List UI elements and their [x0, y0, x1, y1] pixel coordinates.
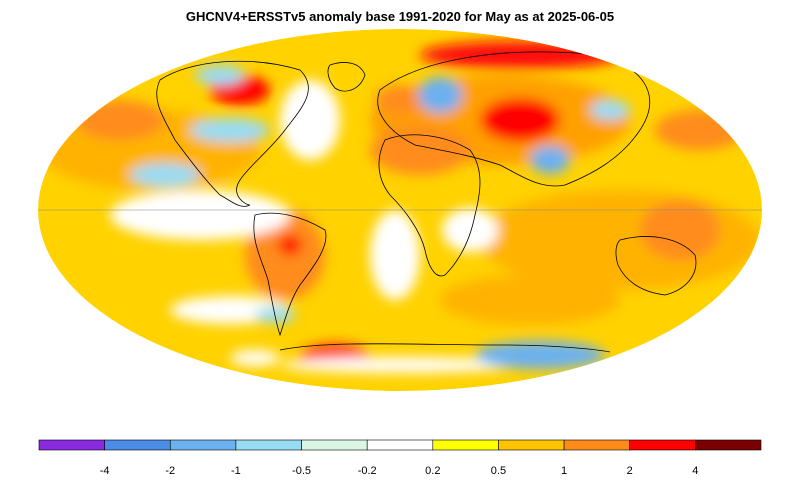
colorbar-tick-label: -2	[165, 465, 175, 477]
map-title: GHCNV4+ERSSTv5 anomaly base 1991-2020 fo…	[185, 9, 615, 24]
anomaly-patch	[370, 125, 470, 175]
colorbar-tick-label: 0.5	[491, 465, 506, 477]
colorbar-tick-label: -1	[231, 465, 241, 477]
anomaly-patch	[442, 208, 498, 252]
colorbar-bin	[432, 439, 499, 451]
colorbar-tick-labels: -4 -2 -1 -0.5 -0.2 0.2 0.5 1 2 4	[100, 465, 699, 477]
greenland-outline	[327, 62, 366, 92]
anomaly-patch	[280, 80, 340, 160]
colorbar-bin	[104, 439, 171, 451]
anomaly-patch	[655, 110, 745, 150]
anomaly-patch	[230, 350, 280, 366]
anomaly-patch	[370, 210, 420, 300]
antarctica-outline	[279, 343, 611, 353]
anomaly-patch	[278, 235, 302, 255]
anomaly-patch	[418, 77, 462, 113]
coastlines	[156, 51, 697, 353]
eurasia-outline	[377, 51, 650, 187]
anomaly-patch	[195, 65, 245, 85]
south-america-outline	[253, 212, 327, 337]
colorbar-bin	[695, 439, 762, 451]
anomaly-patch	[75, 100, 165, 140]
colorbar-bin	[498, 439, 565, 451]
anomaly-patch	[130, 163, 200, 187]
colorbar: -4 -2 -1 -0.5 -0.2 0.2 0.5 1 2 4	[38, 439, 762, 477]
australia-outline	[615, 236, 697, 296]
colorbar-bin	[235, 439, 302, 451]
colorbar-tick-label: -0.5	[292, 465, 311, 477]
world-anomaly-map	[38, 29, 762, 391]
anomaly-patch	[480, 98, 560, 142]
colorbar-tick-label: 1	[561, 465, 567, 477]
anomaly-patch	[440, 275, 620, 325]
anomaly-patch	[190, 118, 270, 142]
colorbar-tick-label: 4	[692, 465, 698, 477]
africa-outline	[378, 134, 481, 277]
north-america-outline	[156, 60, 309, 207]
anomaly-patch	[530, 146, 570, 174]
anomaly-patch	[110, 190, 290, 240]
colorbar-tick-label: 2	[627, 465, 633, 477]
colorbar-tick-label: -0.2	[358, 465, 377, 477]
colorbar-tick-label: 0.2	[425, 465, 440, 477]
colorbar-bin	[563, 439, 631, 451]
colorbar-boxes	[38, 439, 762, 451]
anomaly-patch	[280, 357, 520, 373]
colorbar-bin	[629, 439, 696, 451]
colorbar-bin	[169, 439, 237, 451]
colorbar-bin	[366, 439, 434, 451]
anomaly-patch	[590, 100, 630, 120]
anomaly-patch	[420, 41, 620, 69]
anomaly-patch	[640, 200, 720, 260]
colorbar-bin	[38, 439, 105, 451]
anomaly-patch	[245, 210, 325, 300]
colorbar-bin	[301, 439, 368, 451]
colorbar-tick-label: -4	[100, 465, 110, 477]
anomaly-patch	[375, 85, 425, 115]
